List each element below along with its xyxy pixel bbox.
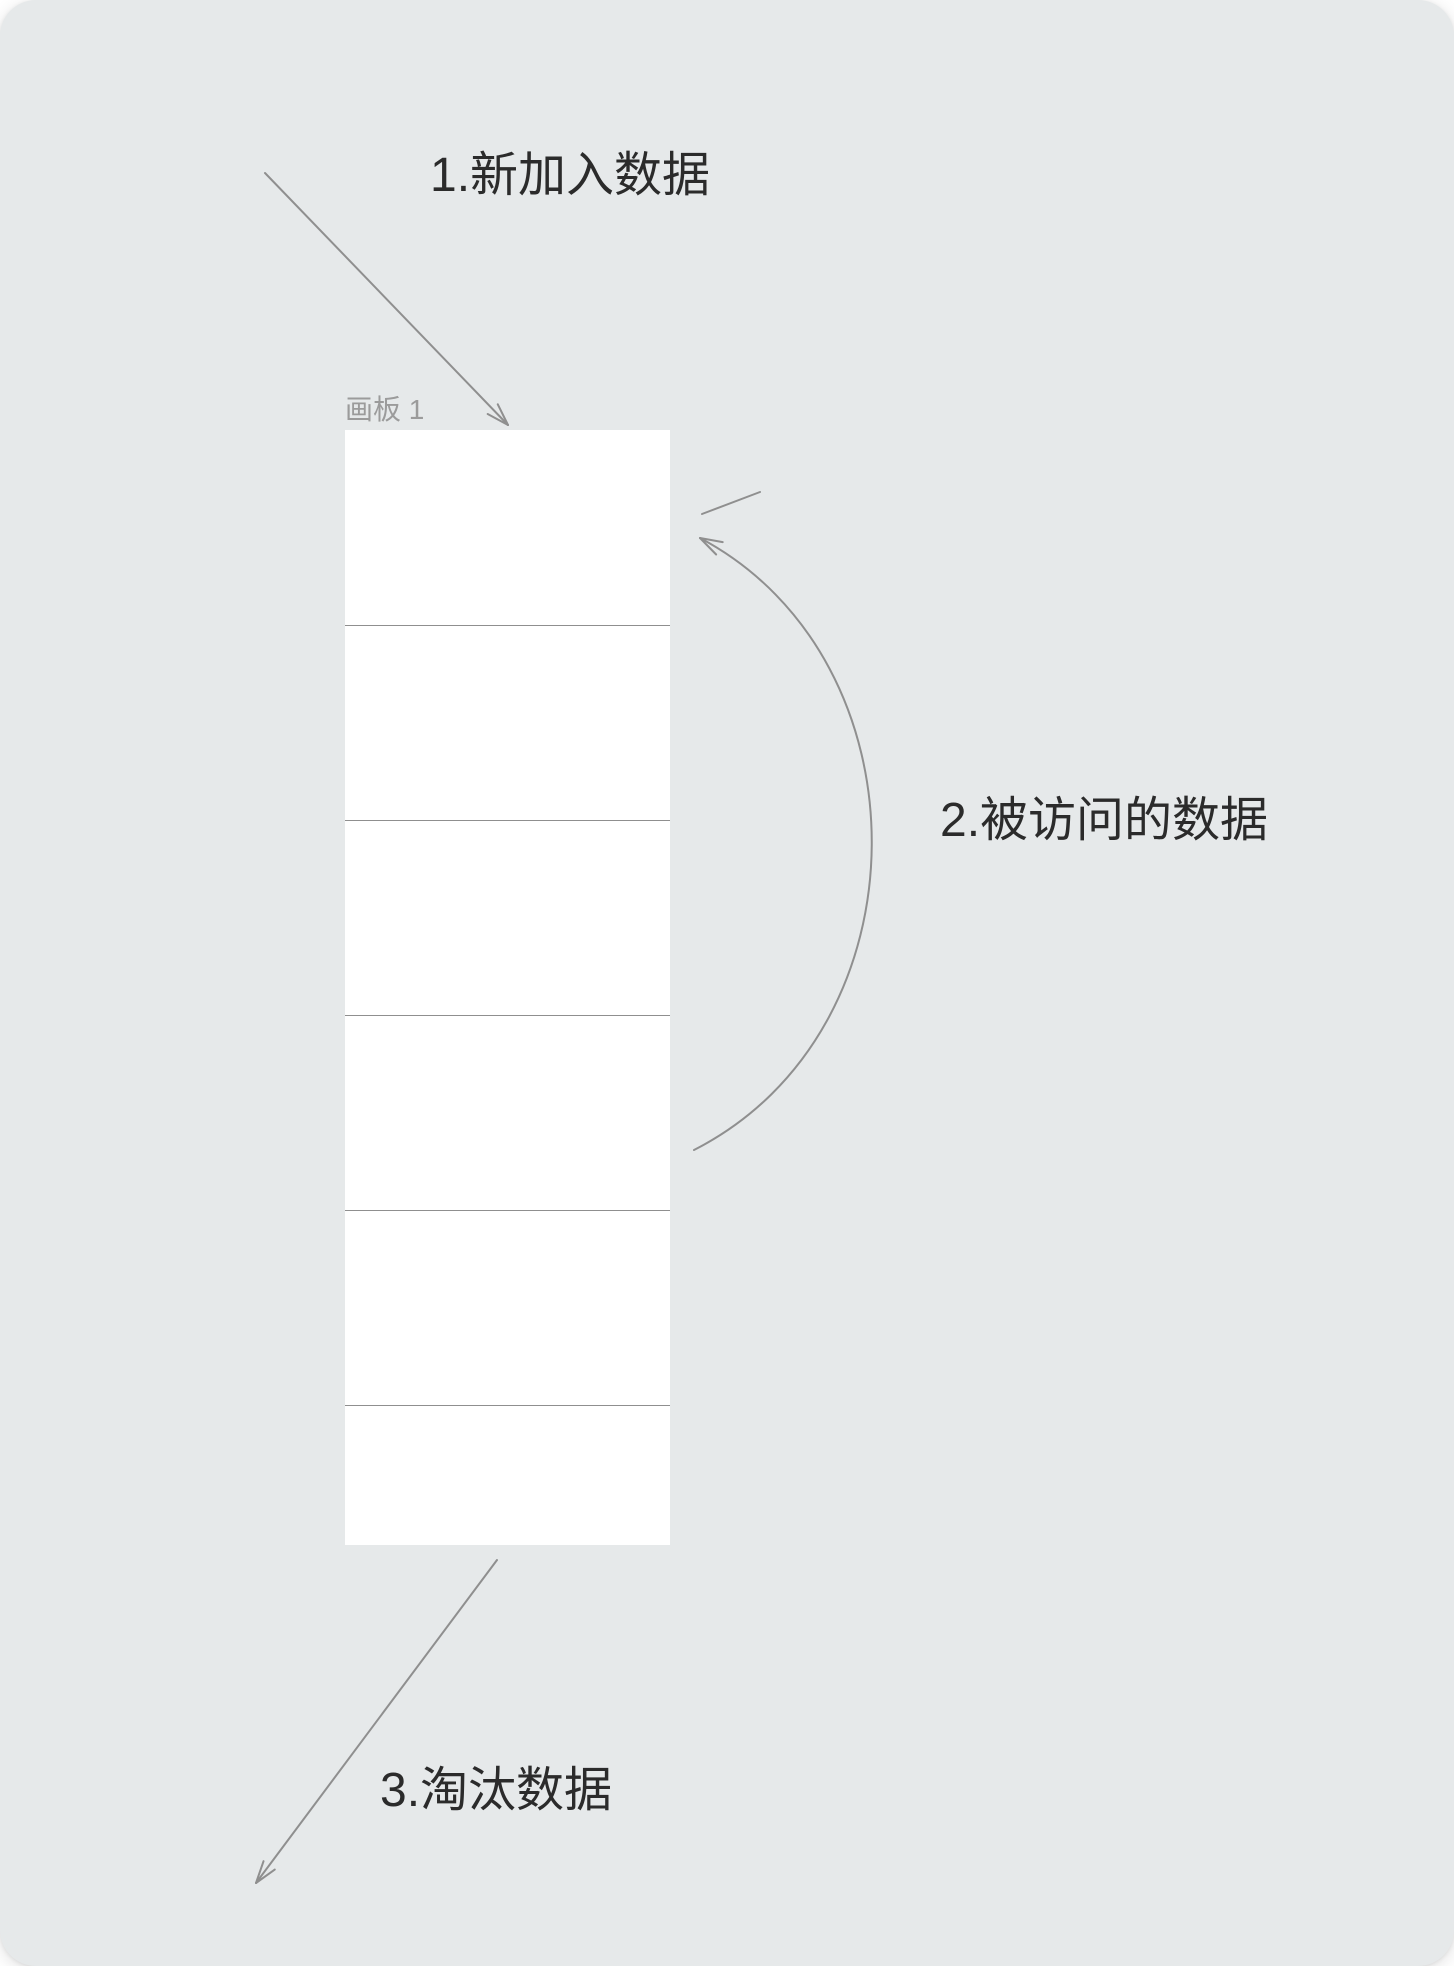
label-insert: 1.新加入数据	[430, 135, 710, 205]
diagram-card: 画板 1 1.新加入数据 2.被访问的数据 3.淘汰数据	[0, 0, 1454, 1966]
stack-cell	[345, 820, 670, 1015]
artboard-label: 画板 1	[345, 388, 424, 428]
data-stack	[345, 430, 670, 1545]
stack-cell	[345, 1405, 670, 1545]
arrow-layer	[0, 0, 1454, 1966]
stack-cell	[345, 625, 670, 820]
stack-cell	[345, 430, 670, 625]
stack-cell	[345, 1210, 670, 1405]
label-access: 2.被访问的数据	[940, 780, 1268, 850]
stack-cell	[345, 1015, 670, 1210]
label-evict: 3.淘汰数据	[380, 1750, 612, 1820]
